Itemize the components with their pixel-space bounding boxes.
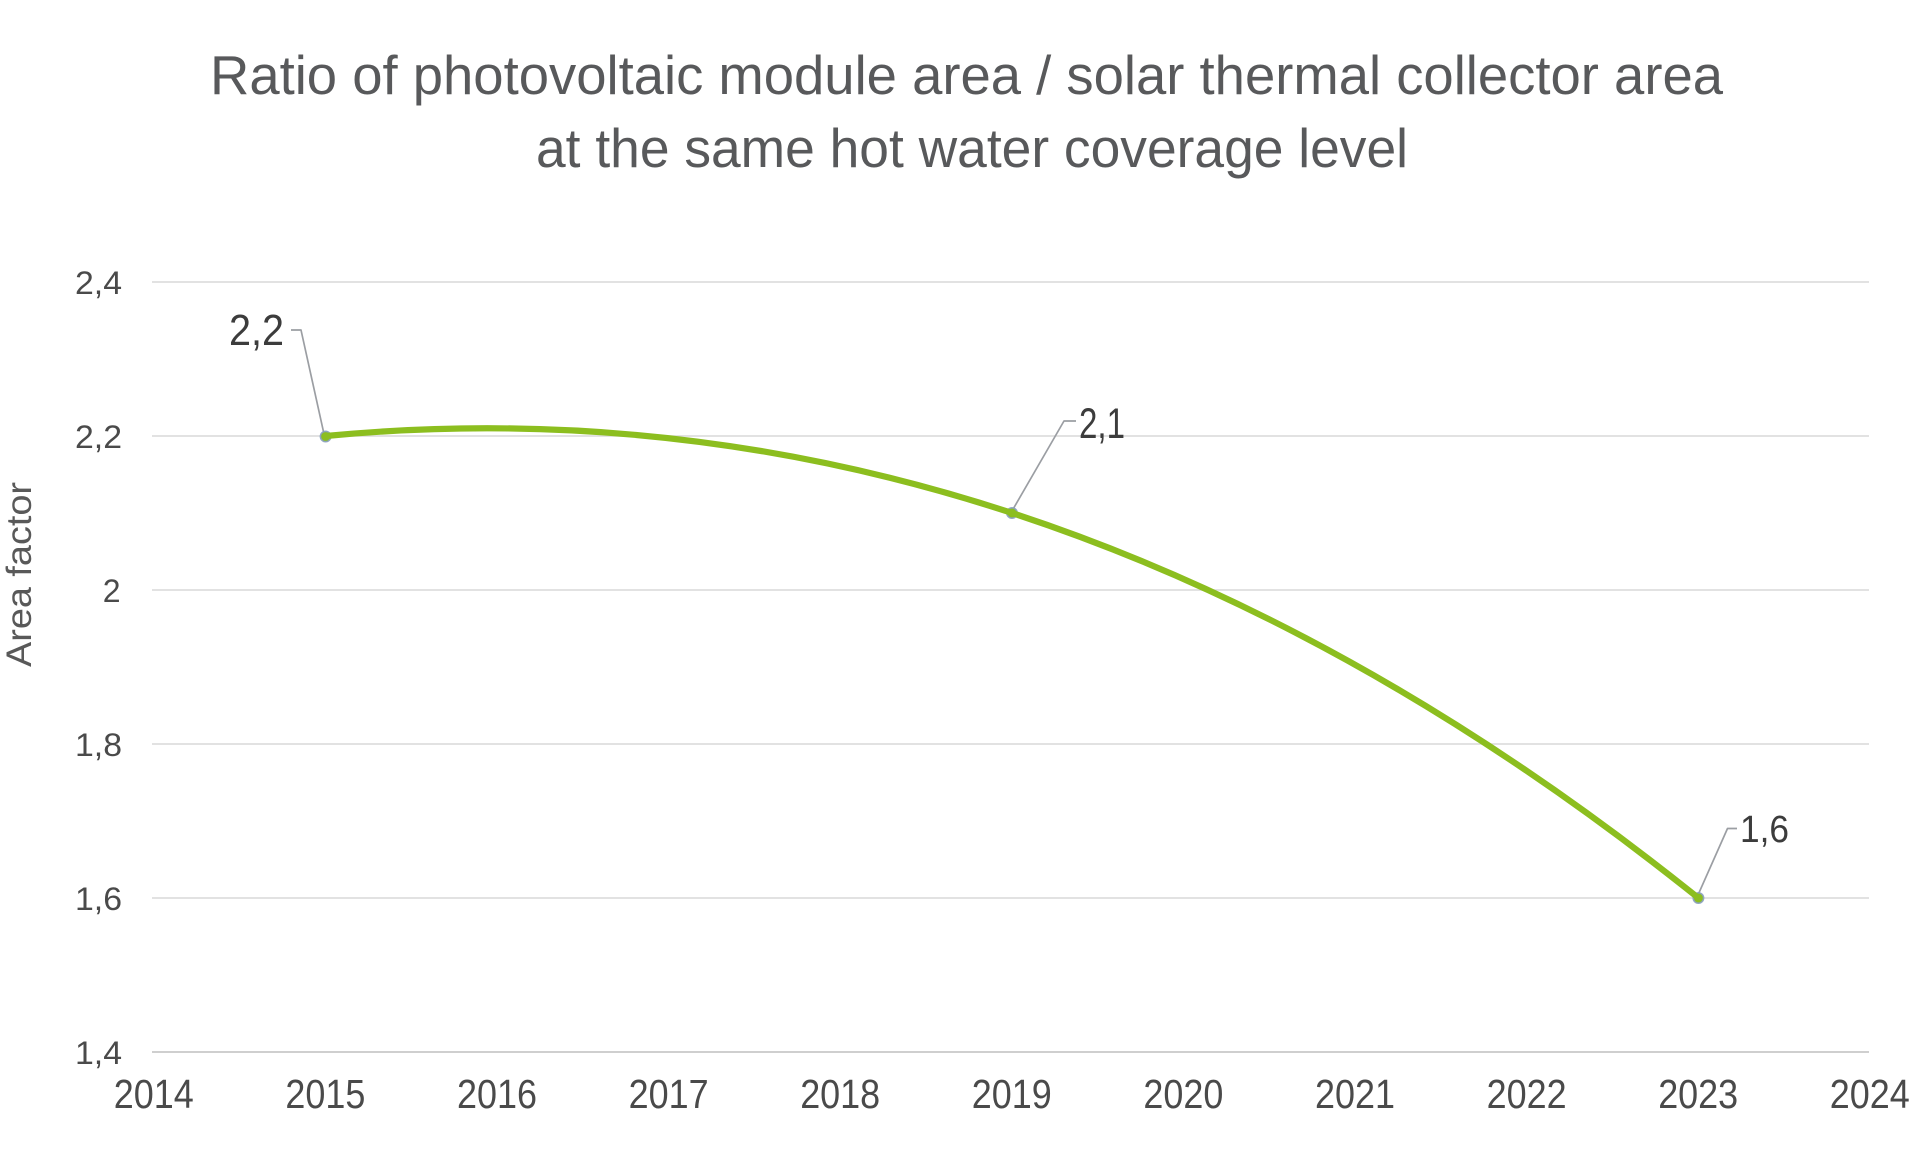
svg-text:2,2: 2,2: [75, 419, 122, 455]
svg-text:2,4: 2,4: [75, 265, 122, 301]
svg-text:at the same hot water coverage: at the same hot water coverage level: [536, 117, 1408, 179]
svg-text:1,6: 1,6: [1740, 809, 1789, 851]
svg-text:2024: 2024: [1830, 1071, 1910, 1117]
svg-text:2022: 2022: [1487, 1071, 1567, 1117]
svg-text:Ratio of photovoltaic module a: Ratio of photovoltaic module area / sola…: [210, 44, 1723, 106]
svg-text:2: 2: [103, 573, 121, 609]
svg-text:2,2: 2,2: [229, 306, 284, 355]
svg-text:2023: 2023: [1658, 1071, 1738, 1117]
svg-text:2014: 2014: [114, 1071, 194, 1117]
svg-text:2,1: 2,1: [1079, 400, 1125, 448]
svg-text:1,4: 1,4: [75, 1035, 122, 1071]
svg-text:2020: 2020: [1143, 1071, 1223, 1117]
svg-text:1,6: 1,6: [75, 881, 122, 917]
svg-text:2021: 2021: [1315, 1071, 1395, 1117]
svg-text:2016: 2016: [457, 1071, 537, 1117]
svg-text:2015: 2015: [285, 1071, 365, 1117]
svg-text:2017: 2017: [629, 1071, 709, 1117]
svg-text:1,8: 1,8: [75, 727, 122, 763]
svg-text:2018: 2018: [800, 1071, 880, 1117]
svg-text:2019: 2019: [972, 1071, 1052, 1117]
svg-text:Area factor: Area factor: [0, 482, 39, 667]
